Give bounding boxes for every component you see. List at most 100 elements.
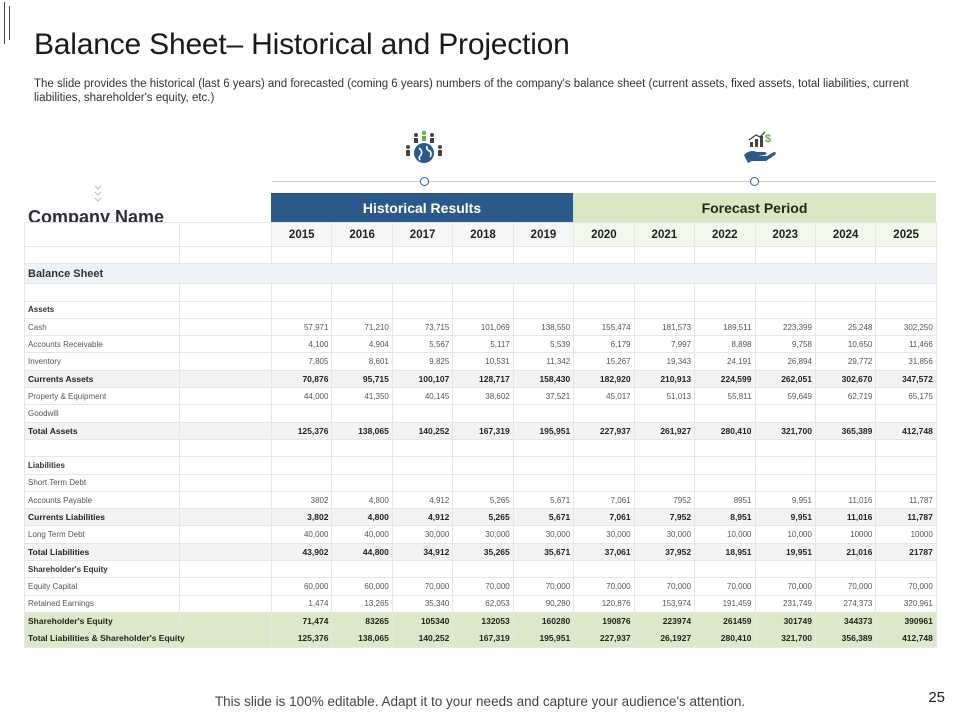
value-cell xyxy=(814,456,877,475)
value-cell: 167,319 xyxy=(452,629,514,648)
row-label: Currents Assets xyxy=(24,369,180,389)
value-cell xyxy=(512,473,575,492)
value-cell: 191,459 xyxy=(694,594,756,613)
empty-cell xyxy=(179,404,272,423)
empty-cell xyxy=(512,245,575,265)
value-cell: 8,898 xyxy=(694,335,756,354)
row-label: Currents Liabilities xyxy=(24,508,180,527)
row-label: Total Liabilities & Shareholder's Equity xyxy=(24,629,272,648)
value-cell xyxy=(694,283,756,302)
empty-cell xyxy=(452,245,514,265)
value-cell: 21,016 xyxy=(814,542,877,562)
value-cell xyxy=(875,438,937,458)
value-cell: 4,912 xyxy=(391,508,454,527)
value-cell: 95,715 xyxy=(331,369,393,389)
value-cell xyxy=(452,404,514,423)
value-cell xyxy=(875,300,937,319)
value-cell: 153,974 xyxy=(633,594,696,613)
value-cell: 9,825 xyxy=(391,352,454,371)
empty-cell xyxy=(179,560,272,579)
value-cell: 60,000 xyxy=(270,577,333,596)
year-header-cell: 2022 xyxy=(694,222,756,247)
row-label: Assets xyxy=(24,300,180,319)
year-header-cell: 2018 xyxy=(452,222,514,247)
value-cell: 321,700 xyxy=(754,629,816,648)
table-row: Cash 57,971 71,210 73,715 101,069 138,550 155,… xyxy=(24,317,937,337)
value-cell: 9,758 xyxy=(754,335,816,354)
value-cell xyxy=(633,456,696,475)
value-cell xyxy=(331,456,393,475)
forecast-period-header: Forecast Period xyxy=(573,193,936,222)
table-row: Total Assets 125,376 138,065 140,252 167,319… xyxy=(24,421,937,440)
balance-sheet-table: 2015 2016 2017 2018 2019 2020 2021 2022 2023 2024… xyxy=(24,222,937,648)
value-cell: 26,1927 xyxy=(633,629,696,648)
value-cell: 9,951 xyxy=(754,508,816,527)
value-cell xyxy=(331,473,393,492)
value-cell: 35,340 xyxy=(391,594,454,613)
value-cell xyxy=(573,438,635,458)
value-cell xyxy=(633,438,696,458)
value-cell: 19,343 xyxy=(633,352,696,371)
value-cell: 140,252 xyxy=(391,629,454,648)
table-row: Currents Liabilities 3,802 4,800 4,912 5,265… xyxy=(24,508,937,527)
value-cell: 57,971 xyxy=(270,317,333,337)
value-cell: 128,717 xyxy=(452,369,514,389)
value-cell: 73,715 xyxy=(391,317,454,337)
value-cell xyxy=(875,473,937,492)
value-cell: 195,951 xyxy=(512,629,575,648)
empty-cell xyxy=(270,245,333,265)
value-cell: 30,000 xyxy=(573,525,635,544)
value-cell xyxy=(331,560,393,579)
empty-cell xyxy=(179,490,272,510)
row-label: Goodwill xyxy=(24,404,180,423)
row-label: Retained Earnings xyxy=(24,594,180,613)
value-cell xyxy=(694,438,756,458)
table-row: Inventory 7,805 8,601 9,825 10,531 11,342 15,2… xyxy=(24,352,937,371)
value-cell: 356,389 xyxy=(814,629,877,648)
value-cell: 55,811 xyxy=(694,387,756,406)
value-cell xyxy=(331,438,393,458)
empty-cell xyxy=(179,369,272,389)
value-cell: 40,145 xyxy=(391,387,454,406)
value-cell: 10000 xyxy=(875,525,937,544)
value-cell: 38,602 xyxy=(452,387,514,406)
empty-cell xyxy=(179,387,272,406)
value-cell: 11,016 xyxy=(814,490,877,510)
value-cell xyxy=(331,283,393,302)
value-cell xyxy=(633,283,696,302)
value-cell: 13,265 xyxy=(331,594,393,613)
row-label xyxy=(24,283,180,302)
empty-cell xyxy=(179,456,272,475)
timeline-line xyxy=(272,181,936,182)
hand-growth-icon: $ xyxy=(739,128,779,168)
table-row: Equity Capital 60,000 60,000 70,000 70,000 70… xyxy=(24,577,937,596)
value-cell: 70,000 xyxy=(633,577,696,596)
value-cell xyxy=(391,560,454,579)
value-cell xyxy=(573,473,635,492)
value-cell: 101,069 xyxy=(452,317,514,337)
value-cell: 344373 xyxy=(814,611,877,631)
chevron-down-icon xyxy=(93,183,103,205)
value-cell: 1,474 xyxy=(270,594,333,613)
empty-cell xyxy=(179,245,272,265)
value-cell: 10,650 xyxy=(814,335,877,354)
value-cell xyxy=(633,560,696,579)
value-cell xyxy=(573,456,635,475)
row-label: Property & Equipment xyxy=(24,387,180,406)
value-cell: 4,912 xyxy=(391,490,454,510)
empty-cell xyxy=(633,245,696,265)
empty-cell xyxy=(179,222,272,247)
value-cell xyxy=(270,283,333,302)
value-cell xyxy=(391,438,454,458)
row-label: Accounts Receivable xyxy=(24,335,180,354)
section-row: Balance Sheet xyxy=(24,263,937,285)
value-cell xyxy=(452,300,514,319)
table-row: Long Term Debt 40,000 40,000 30,000 30,000 30… xyxy=(24,525,937,544)
value-cell: 182,920 xyxy=(573,369,635,389)
value-cell: 59,649 xyxy=(754,387,816,406)
value-cell xyxy=(633,473,696,492)
empty-cell xyxy=(24,222,180,247)
value-cell: 195,951 xyxy=(512,421,575,440)
value-cell: 301749 xyxy=(754,611,816,631)
value-cell: 70,000 xyxy=(452,577,514,596)
